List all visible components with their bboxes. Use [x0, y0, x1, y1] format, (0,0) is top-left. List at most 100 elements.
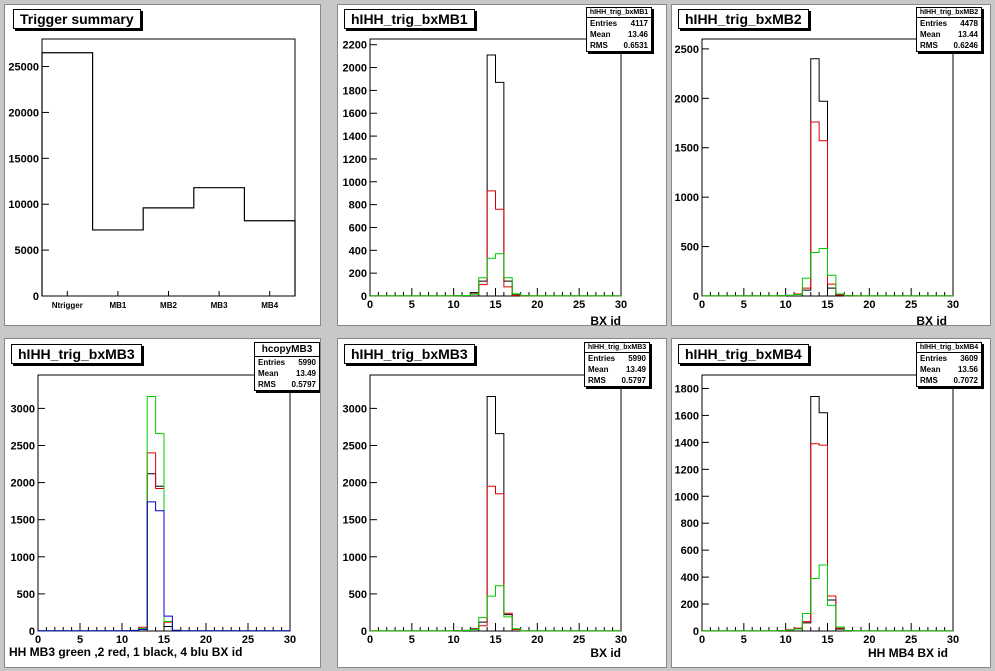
x-tick-label: 15 — [821, 299, 833, 311]
histogram-green — [370, 585, 621, 632]
y-tick-label: 5000 — [15, 245, 39, 257]
x-tick-label: MB3 — [211, 301, 228, 310]
y-tick-label: 400 — [681, 572, 699, 584]
y-tick-label: 800 — [681, 518, 699, 530]
x-tick-label: 20 — [863, 634, 875, 646]
mb2-plot: 0 500 1000 1500 2000 2500 0 5 10 15 20 25 30 — [675, 38, 959, 311]
pad-mb3: 0 500 1000 1500 2000 2500 3000 0 5 10 15 20 25 30 hIH… — [337, 338, 667, 668]
stats-box: hIHH_trig_bxMB2 Entries 4478 Mean 13.44 RM… — [916, 7, 982, 52]
stats-box: hcopyMB3 Entries 5990 Mean 13.49 RMS 0.5797 — [254, 342, 320, 391]
stats-entries-label: Entries — [590, 19, 618, 28]
stats-rms: 0.6246 — [953, 41, 978, 50]
y-tick-label: 2500 — [11, 440, 35, 452]
pad-title: Trigger summary — [13, 9, 141, 29]
x-tick-label: 0 — [699, 299, 705, 311]
pad-title: hIHH_trig_bxMB3 — [11, 344, 142, 364]
pad-mb4: 0 200 400 600 800 1000 1200 1400 1600 1800 0 5 10 15 2… — [671, 338, 991, 668]
stats-rms-label: RMS — [590, 41, 608, 50]
pad-trigger-summary: 0 5000 10000 15000 20000 25000 Ntrigger MB1 MB2 M… — [4, 4, 321, 326]
y-tick-label: 1000 — [675, 192, 699, 204]
stats-name: hIHH_trig_bxMB4 — [917, 343, 981, 353]
pad-title: hIHH_trig_bxMB1 — [344, 9, 475, 29]
y-tick-label: 1600 — [675, 410, 699, 422]
x-tick-label: 5 — [741, 299, 747, 311]
x-tick-label: 10 — [448, 634, 460, 646]
pad-mb2: 0 500 1000 1500 2000 2500 0 5 10 15 20 25 30 hIHH_tr… — [671, 4, 991, 326]
x-tick-label: 25 — [573, 299, 585, 311]
trigger-summary-plot: 0 5000 10000 15000 20000 25000 Ntrigger MB1 MB2 M… — [8, 38, 296, 310]
y-tick-label: 1400 — [343, 131, 367, 143]
y-tick-label: 2500 — [675, 44, 699, 56]
y-tick-label: 1200 — [343, 154, 367, 166]
x-tick-label: 15 — [158, 634, 170, 646]
x-tick-label: 20 — [531, 634, 543, 646]
stats-entries: 3609 — [960, 354, 978, 363]
y-tick-label: 0 — [693, 626, 699, 638]
x-axis-label: HH MB4 BX id — [867, 646, 948, 660]
stats-entries-label: Entries — [588, 354, 616, 363]
x-tick-label: 5 — [77, 634, 83, 646]
stats-entries-label: Entries — [258, 358, 286, 367]
stats-mean: 13.44 — [957, 30, 978, 39]
stats-name: hIHH_trig_bxMB2 — [917, 8, 981, 18]
stats-mean: 13.46 — [627, 30, 648, 39]
histogram-red — [370, 485, 621, 632]
stats-name: hIHH_trig_bxMB3 — [585, 343, 649, 353]
x-tick-label: MB1 — [109, 301, 126, 310]
stats-mean-label: Mean — [258, 369, 279, 378]
y-tick-label: 1800 — [675, 383, 699, 395]
pad-title: hIHH_trig_bxMB2 — [678, 9, 809, 29]
y-tick-label: 800 — [349, 200, 367, 212]
y-tick-label: 1500 — [11, 515, 35, 527]
stats-mean: 13.56 — [957, 365, 978, 374]
x-tick-label: 5 — [741, 634, 747, 646]
stats-entries: 5990 — [298, 358, 316, 367]
stats-entries-label: Entries — [920, 19, 948, 28]
x-tick-label: 15 — [821, 634, 833, 646]
y-tick-label: 0 — [29, 626, 35, 638]
y-tick-label: 1600 — [343, 108, 367, 120]
y-tick-label: 3000 — [343, 403, 367, 415]
mb3-plot: 0 500 1000 1500 2000 2500 3000 0 5 10 15 20 25 30 — [343, 374, 627, 646]
x-axis-label: BX id — [590, 646, 621, 660]
stats-mean-label: Mean — [590, 30, 611, 39]
x-tick-label: 10 — [780, 299, 792, 311]
y-tick-label: 2500 — [343, 440, 367, 452]
y-tick-label: 0 — [693, 291, 699, 303]
y-tick-label: 1000 — [343, 552, 367, 564]
x-tick-label: 20 — [531, 299, 543, 311]
x-tick-label: 0 — [35, 634, 41, 646]
stats-mean: 13.49 — [295, 369, 316, 378]
plot-frame — [41, 38, 296, 297]
stats-mean-label: Mean — [588, 365, 609, 374]
x-tick-label: 15 — [489, 299, 501, 311]
y-tick-label: 10000 — [8, 199, 39, 211]
histogram-green — [370, 253, 621, 297]
y-tick-label: 25000 — [8, 62, 39, 74]
stats-rms-label: RMS — [920, 41, 938, 50]
stats-rms-label: RMS — [258, 380, 276, 389]
x-tick-label: 25 — [905, 634, 917, 646]
stats-box: hIHH_trig_bxMB3 Entries 5990 Mean 13.49 RM… — [584, 342, 650, 387]
stats-entries: 4478 — [960, 19, 978, 28]
stats-entries: 4117 — [630, 19, 648, 28]
y-tick-label: 1500 — [343, 515, 367, 527]
y-tick-label: 2000 — [343, 63, 367, 75]
mb1-plot: 0200400600800100012001400160018002000220… — [343, 38, 627, 311]
x-tick-label: 5 — [409, 634, 415, 646]
stats-rms: 0.6531 — [623, 41, 648, 50]
x-axis-label: HH MB3 green ,2 red, 1 black, 4 blu BX i… — [9, 645, 243, 659]
y-tick-label: 200 — [681, 599, 699, 611]
x-tick-label: MB2 — [160, 301, 177, 310]
y-tick-label: 20000 — [8, 107, 39, 119]
histogram-blue — [38, 501, 290, 632]
y-tick-label: 500 — [17, 589, 35, 601]
y-tick-label: 0 — [361, 626, 367, 638]
histogram-green — [702, 248, 953, 297]
stats-box: hIHH_trig_bxMB1 Entries 4117 Mean 13.46 RM… — [586, 7, 652, 52]
x-tick-label: 15 — [489, 634, 501, 646]
mb3-copy-plot: 0 500 1000 1500 2000 2500 3000 0 5 10 15 20 25 30 — [11, 374, 296, 646]
y-tick-label: 2000 — [343, 478, 367, 490]
stats-name: hIHH_trig_bxMB1 — [587, 8, 651, 18]
x-tick-label: 0 — [699, 634, 705, 646]
